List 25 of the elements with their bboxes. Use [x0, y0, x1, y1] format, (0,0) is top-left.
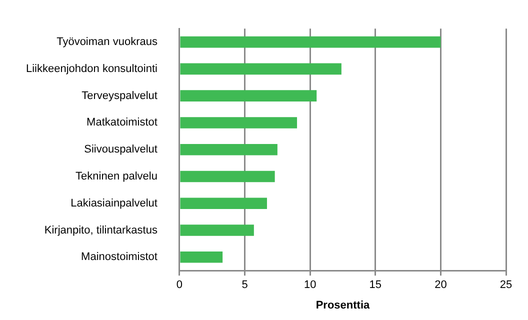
bar: [180, 224, 254, 236]
y-tick-label: Kirjanpito, tilintarkastus: [44, 224, 158, 236]
bar: [180, 144, 278, 156]
y-tick-label: Matkatoimistot: [86, 116, 158, 129]
x-tick-label: 20: [434, 279, 447, 292]
x-tick-label: 25: [500, 279, 512, 292]
x-tick-label: 10: [304, 279, 316, 292]
y-tick-label: Tekninen palvelu: [76, 170, 158, 183]
x-tick-label: 0: [176, 279, 183, 292]
bar: [180, 90, 317, 102]
y-tick-label: Siivouspalvelut: [84, 144, 158, 156]
bar: [180, 198, 267, 210]
y-tick-label: Työvoiman vuokraus: [56, 36, 158, 48]
x-tick-label: 15: [369, 279, 382, 292]
bar: [180, 63, 342, 75]
bar: [180, 170, 275, 182]
bar: [180, 36, 441, 48]
bar: [180, 252, 223, 263]
y-tick-label: Terveyspalvelut: [82, 90, 158, 102]
y-tick-label: Liikkeenjohdon konsultointi: [26, 62, 158, 75]
y-tick-label: Mainostoimistot: [81, 251, 158, 264]
bar: [180, 117, 298, 128]
x-axis-title: Prosenttia: [316, 299, 371, 312]
y-tick-label: Lakiasiainpalvelut: [70, 197, 158, 210]
x-tick-label: 5: [242, 279, 248, 292]
